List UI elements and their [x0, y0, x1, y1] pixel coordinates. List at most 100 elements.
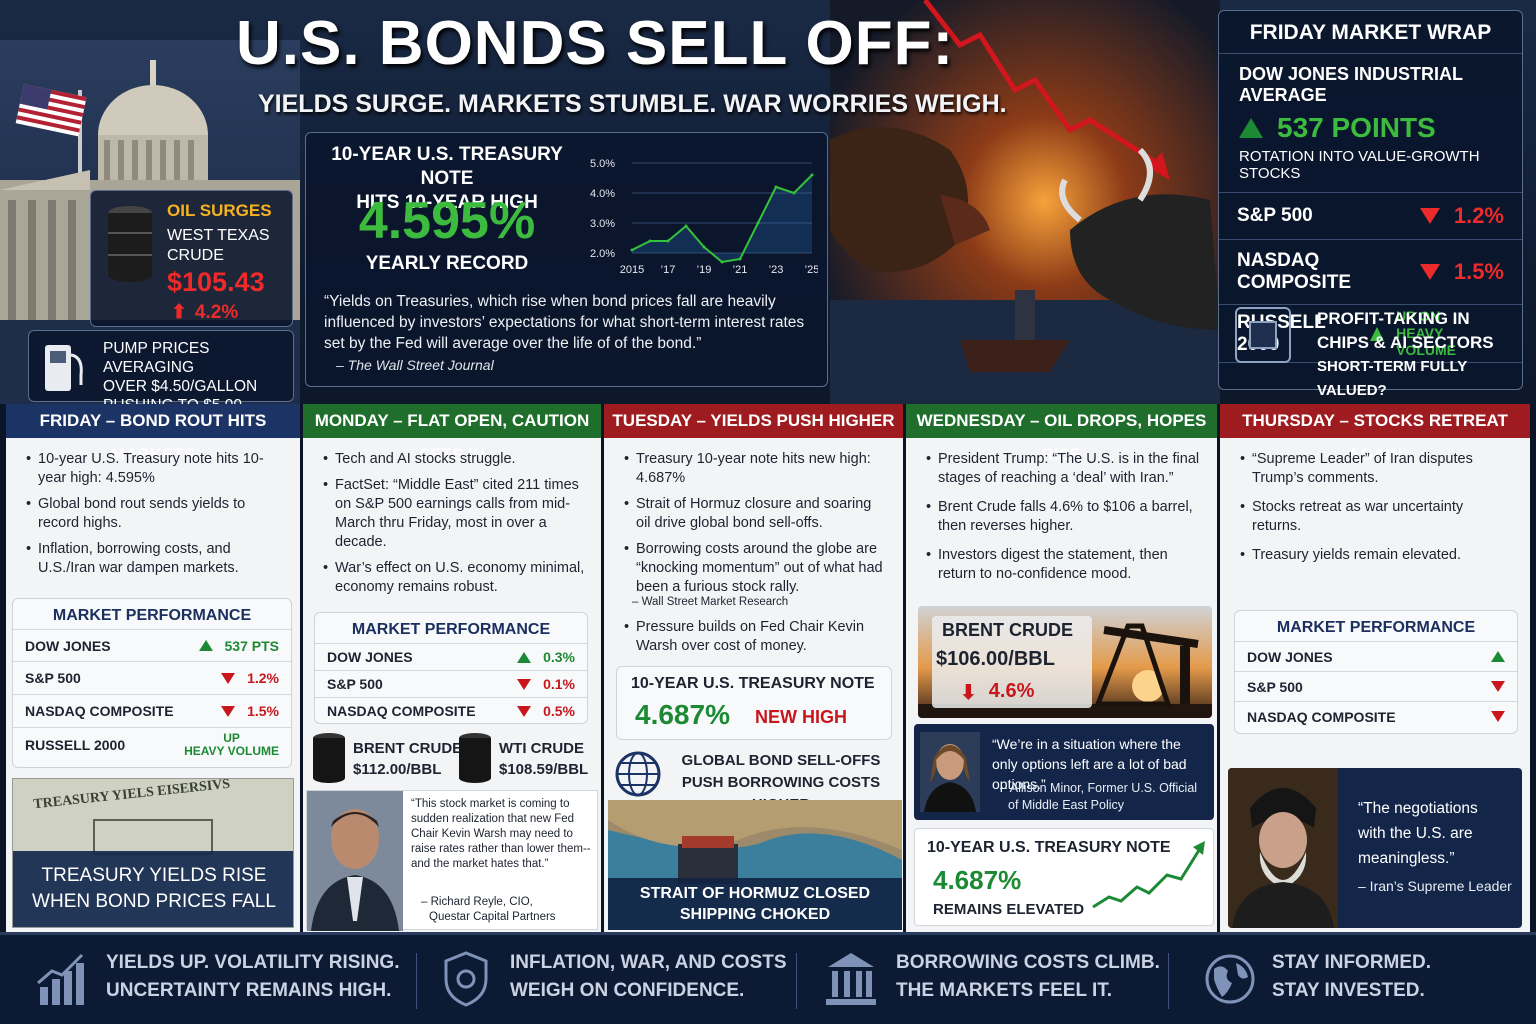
oil-card: OIL SURGES WEST TEXAS CRUDE $105.43 ⬆ 4.2…: [90, 190, 293, 327]
friday-market-performance: MARKET PERFORMANCE DOW JONES 537 PTS S&P …: [12, 598, 292, 768]
list-item: Strait of Hormuz closure and soaring oil…: [624, 495, 887, 533]
table-row: S&P 500: [1235, 671, 1517, 701]
footer-item-1-line-1: YIELDS UP. VOLATILITY RISING.: [106, 952, 400, 973]
down-arrow-icon: [221, 705, 236, 717]
data-point: [630, 248, 634, 252]
minor-source-1: – Allison Minor, Former U.S. Official: [1000, 781, 1198, 795]
row-label: S&P 500: [327, 676, 383, 692]
wrap-sp-value: 1.2%: [1453, 203, 1504, 228]
certificate-text: TREASURY YIELS EISERSIVS: [32, 778, 231, 813]
y-tick-label: 5.0%: [590, 158, 615, 170]
pump-line3: PUSHING TO $5.00: [103, 396, 293, 404]
up-arrow-icon: [517, 651, 532, 663]
list-item: Pressure builds on Fed Chair Kevin Warsh…: [624, 618, 887, 656]
reyle-source-2: Questar Capital Partners: [429, 911, 556, 923]
up-arrow-icon: ⬆: [171, 302, 187, 323]
wrap-dow-value: 537 POINTS: [1277, 112, 1436, 143]
treasury-quote: “Yields on Treasuries, which rise when b…: [324, 293, 805, 352]
reyle-quote: “This stock market is coming to sudden r…: [411, 798, 591, 870]
down-arrow-icon: [517, 705, 532, 717]
y-tick-label: 4.0%: [590, 188, 615, 200]
tuesday-attribution: – Wall Street Market Research: [632, 596, 789, 608]
treasury-certificate-image: TREASURY YIELS EISERSIVS TREASURY YIELDS…: [12, 778, 294, 928]
series-area: [632, 175, 812, 262]
wrap-nq-label: NASDAQ COMPOSITE: [1237, 250, 1352, 293]
panel-monday: MONDAY – FLAT OPEN, CAUTION SETS IN Tech…: [303, 404, 601, 932]
data-point: [666, 239, 670, 243]
row-label: DOW JONES: [25, 637, 111, 654]
data-point: [774, 185, 778, 189]
list-item: Global bond rout sends yields to record …: [26, 495, 284, 533]
wrap-nq-value: 1.5%: [1453, 259, 1504, 284]
table-row: DOW JONES 537 PTS: [13, 629, 291, 661]
wednesday-treasury-note: 10-YEAR U.S. TREASURY NOTE 4.687% REMAIN…: [914, 828, 1214, 926]
panel-monday-header: MONDAY – FLAT OPEN, CAUTION SETS IN: [303, 404, 601, 464]
tuesday-bullets: Treasury 10-year note hits new high: 4.6…: [604, 438, 903, 597]
list-item: Investors digest the statement, then ret…: [926, 546, 1201, 584]
wti-value: $108.59/BBL: [499, 761, 589, 778]
y-tick-label: 3.0%: [590, 218, 615, 230]
list-item: Tech and AI stocks struggle.: [323, 450, 585, 469]
brent-change: 4.6%: [988, 680, 1035, 702]
x-tick-label: 2015: [620, 264, 644, 276]
note-tag: NEW HIGH: [755, 707, 847, 727]
wrap-chip-1: PROFIT-TAKING IN: [1317, 309, 1470, 328]
down-arrow-icon: [1491, 711, 1505, 722]
row-label: S&P 500: [1247, 678, 1303, 695]
strait-line-2: SHIPPING CHOKED: [679, 906, 831, 923]
khamenei-quote-card: “The negotiations with the U.S. are mean…: [1228, 768, 1522, 928]
brent-value: $112.00/BBL: [353, 761, 442, 778]
up-arrow-icon: [198, 640, 213, 651]
list-item: Treasury 10-year note hits new high: 4.6…: [624, 450, 887, 488]
x-tick-label: ’19: [697, 264, 712, 276]
strait-line-1: STRAIT OF HORMUZ CLOSED: [639, 885, 871, 902]
pump-line1: PUMP PRICES AVERAGING: [103, 340, 210, 376]
data-point: [720, 260, 724, 264]
footer-item-2-line-1: INFLATION, WAR, AND COSTS: [510, 952, 787, 973]
list-item: War’s effect on U.S. economy minimal, ec…: [323, 559, 585, 597]
row-value-2: HEAVY VOLUME: [184, 743, 279, 758]
reyle-quote-card: “This stock market is coming to sudden r…: [306, 790, 598, 931]
globe-icon: [1205, 954, 1255, 1004]
wti-label: WTI CRUDE: [499, 740, 584, 757]
top-banner: U.S. BONDS SELL OFF: YIELDS SURGE. MARKE…: [0, 0, 1536, 404]
tuesday-treasury-note: 10-YEAR U.S. TREASURY NOTE 4.687% NEW HI…: [616, 666, 892, 740]
page-subtitle: YIELDS SURGE. MARKETS STUMBLE. WAR WORRI…: [258, 90, 1007, 118]
panel-tuesday: TUESDAY – YIELDS PUSH HIGHER Treasury 10…: [604, 404, 903, 932]
up-arrow-icon: [1491, 651, 1505, 662]
panel-friday: FRIDAY – BOND ROUT HITS MARKETS 10-year …: [6, 404, 300, 932]
richard-reyle-photo: [307, 791, 403, 931]
minor-quote: “We’re in a situation where the only opt…: [992, 736, 1187, 792]
row-value: UP: [223, 730, 240, 745]
data-point: [738, 257, 742, 261]
certificate-banner: TREASURY YIELDS RISE WHEN BOND PRICES FA…: [13, 851, 293, 927]
minor-source-2: of Middle East Policy: [1008, 798, 1125, 812]
strait-hormuz-image: STRAIT OF HORMUZ CLOSED SHIPPING CHOKED: [608, 800, 902, 930]
wrap-nq-row: NASDAQ COMPOSITE 1.5%: [1219, 240, 1522, 305]
down-arrow-icon: [1491, 681, 1505, 692]
list-item: Brent Crude falls 4.6% to $106 a barrel,…: [926, 498, 1201, 536]
table-row: NASDAQ COMPOSITE 0.5%: [315, 697, 587, 724]
panel-wednesday: WEDNESDAY – OIL DROPS, HOPES RISE Presid…: [906, 404, 1217, 932]
note-value: 4.687%: [635, 699, 730, 730]
footer-item-4-line-2: STAY INVESTED.: [1272, 980, 1425, 1001]
list-item: Borrowing costs around the globe are “kn…: [624, 540, 887, 597]
row-label: NASDAQ COMPOSITE: [327, 703, 476, 719]
divider: [1168, 953, 1169, 1009]
wrap-chip-2: CHIPS & AI SECTORS: [1317, 333, 1494, 352]
footer-item-1-line-2: UNCERTAINTY REMAINS HIGH.: [106, 980, 392, 1001]
data-point: [684, 224, 688, 228]
table-row: DOW JONES: [1235, 641, 1517, 671]
row-label: RUSSELL 2000: [25, 736, 126, 753]
list-item: Treasury yields remain elevated.: [1240, 546, 1514, 565]
treasury-source: – The Wall Street Journal: [336, 357, 494, 373]
wrap-sp-label: S&P 500: [1237, 205, 1313, 226]
pump-line2: OVER $4.50/GALLON: [103, 378, 258, 395]
page-title: U.S. BONDS SELL OFF:: [236, 9, 955, 78]
x-tick-label: ’17: [661, 264, 676, 276]
divider: [416, 953, 417, 1009]
table-row: S&P 500 0.1%: [315, 670, 587, 697]
row-value: 0.1%: [543, 676, 575, 692]
panel-friday-header: FRIDAY – BOND ROUT HITS MARKETS: [6, 404, 300, 464]
down-arrow-icon: [1419, 208, 1440, 224]
